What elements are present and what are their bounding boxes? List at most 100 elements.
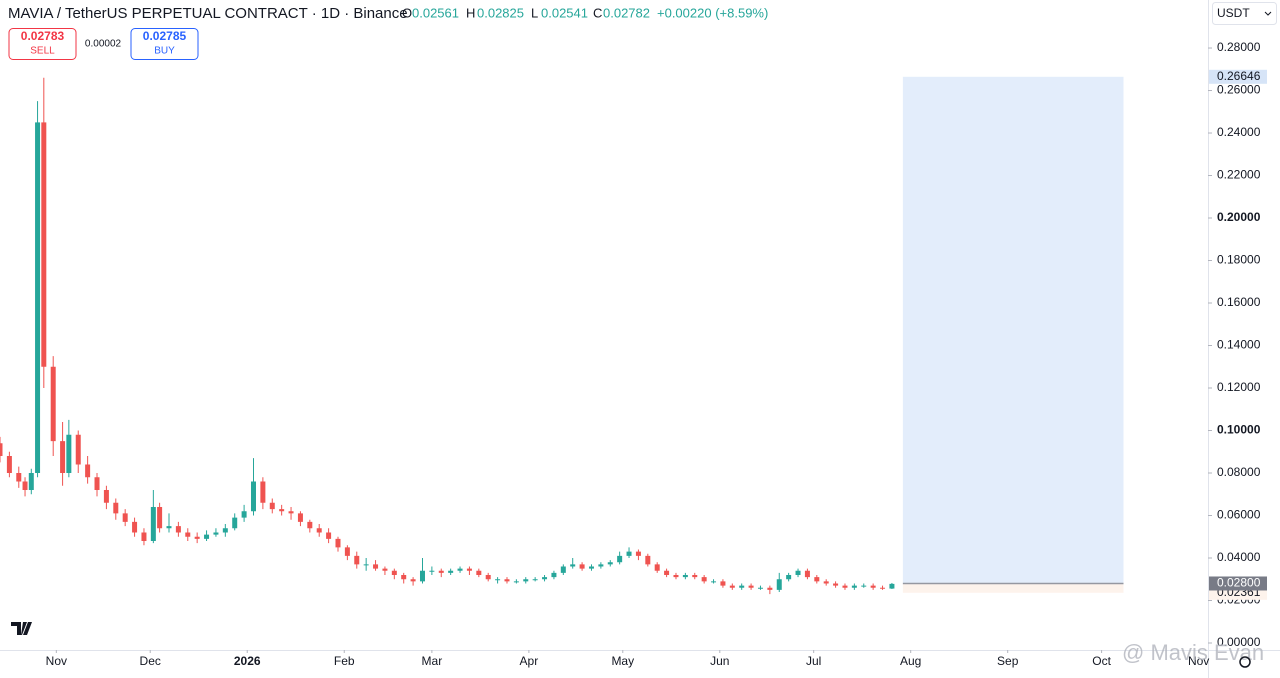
legend-value: 0.02782: [603, 5, 650, 20]
candle-body: [94, 477, 100, 490]
candle-body: [75, 434, 81, 465]
sell-button[interactable]: [8, 28, 77, 60]
legend-key: H: [466, 5, 475, 20]
y-tick-label: 0.10000: [1217, 423, 1261, 437]
candle-body: [297, 513, 303, 522]
y-tick-label: 0.14000: [1217, 338, 1261, 352]
candle-body: [673, 574, 679, 578]
candle-body: [113, 502, 119, 514]
currency: USDT: [1217, 6, 1250, 20]
candle-body: [166, 526, 172, 529]
y-tick-label: 0.16000: [1217, 295, 1261, 309]
y-tick-label: 0.28000: [1217, 40, 1261, 54]
candle-body: [6, 455, 12, 473]
target-zone: [902, 76, 1124, 584]
candle-body: [50, 366, 56, 442]
candle-body: [701, 577, 707, 582]
candle-body: [757, 587, 763, 589]
plot-area: 0.000000.020000.040000.060000.080000.100…: [0, 40, 1261, 668]
candle-body: [141, 532, 147, 541]
x-tick-label: Jul: [806, 654, 821, 668]
candle-body: [232, 517, 238, 529]
candle-body: [279, 509, 285, 512]
candle-body: [0, 443, 3, 456]
candle-body: [720, 581, 726, 586]
candle-body: [335, 538, 341, 548]
candle-body: [551, 572, 557, 578]
candle-body: [635, 551, 641, 556]
candle-body: [457, 568, 463, 571]
candle-body: [85, 464, 91, 478]
logo: [11, 622, 32, 635]
candle-body: [711, 581, 717, 583]
candle-body: [466, 568, 472, 571]
candle-body: [419, 570, 425, 582]
y-tick-label: 0.00000: [1217, 635, 1261, 649]
candle-body: [60, 441, 66, 473]
candle-body: [269, 502, 275, 510]
candle-body: [391, 570, 397, 575]
stop-zone: [902, 583, 1124, 593]
candle-body: [410, 579, 416, 582]
candle-body: [363, 564, 369, 566]
candle-body: [429, 570, 435, 572]
candle-body: [588, 566, 594, 569]
x-tick-label: Nov: [1188, 654, 1209, 668]
y-tick-label: 0.26000: [1217, 83, 1261, 97]
candle-body: [664, 570, 670, 575]
x-tick-label: Aug: [900, 654, 921, 668]
legend-value: 0.02541: [541, 5, 588, 20]
candle-body: [150, 506, 156, 541]
candle-body: [626, 551, 632, 556]
candle-body: [35, 122, 41, 473]
candle-body: [122, 513, 128, 522]
x-tick-label: Apr: [520, 654, 539, 668]
candle-body: [748, 585, 754, 588]
candle-body: [833, 583, 839, 586]
candle-body: [66, 434, 72, 473]
candle-body: [326, 532, 332, 539]
candle-body: [288, 511, 294, 514]
candle-body: [739, 585, 745, 588]
buy-label: BUY: [154, 46, 175, 57]
candle-body: [880, 587, 886, 589]
candle-body: [617, 555, 623, 563]
candle-body: [354, 555, 360, 565]
candle-body: [814, 577, 820, 582]
candle-body: [870, 585, 876, 588]
candle-body: [645, 555, 651, 565]
candle-body: [570, 564, 576, 567]
overlay: MAVIA / TetherUS PERPETUAL CONTRACT · 1D…: [8, 2, 1277, 668]
candle-body: [250, 481, 256, 512]
buy-button[interactable]: [130, 28, 199, 60]
spread: 0.00002: [85, 39, 122, 50]
x-tick-label: Oct: [1092, 654, 1111, 668]
candle-body: [729, 585, 735, 588]
price-badge-label: 0.26646: [1217, 69, 1261, 83]
candle-body: [598, 564, 604, 567]
candle-body: [476, 570, 482, 575]
legend-value: 0.02825: [477, 5, 524, 20]
candle-body: [776, 579, 782, 590]
candle-body: [804, 570, 810, 578]
legend-key: L: [531, 5, 538, 20]
candle-body: [344, 547, 350, 556]
settings-icon[interactable]: [1239, 656, 1251, 668]
price-badge: [1209, 69, 1267, 84]
chart-title: MAVIA / TetherUS PERPETUAL CONTRACT · 1D…: [8, 5, 408, 22]
currency-select[interactable]: [1212, 2, 1277, 25]
x-tick-label: Sep: [997, 654, 1019, 668]
candle-body: [382, 568, 388, 571]
candle-body: [542, 577, 548, 580]
candle-body: [842, 585, 848, 588]
x-tick-label: Dec: [140, 654, 161, 668]
candle-body: [654, 564, 660, 571]
candle-body: [194, 536, 200, 539]
x-tick-label: Jun: [710, 654, 729, 668]
y-tick-label: 0.06000: [1217, 508, 1261, 522]
candle-body: [401, 574, 407, 580]
candle-body: [157, 506, 163, 529]
candle-body: [16, 472, 22, 482]
